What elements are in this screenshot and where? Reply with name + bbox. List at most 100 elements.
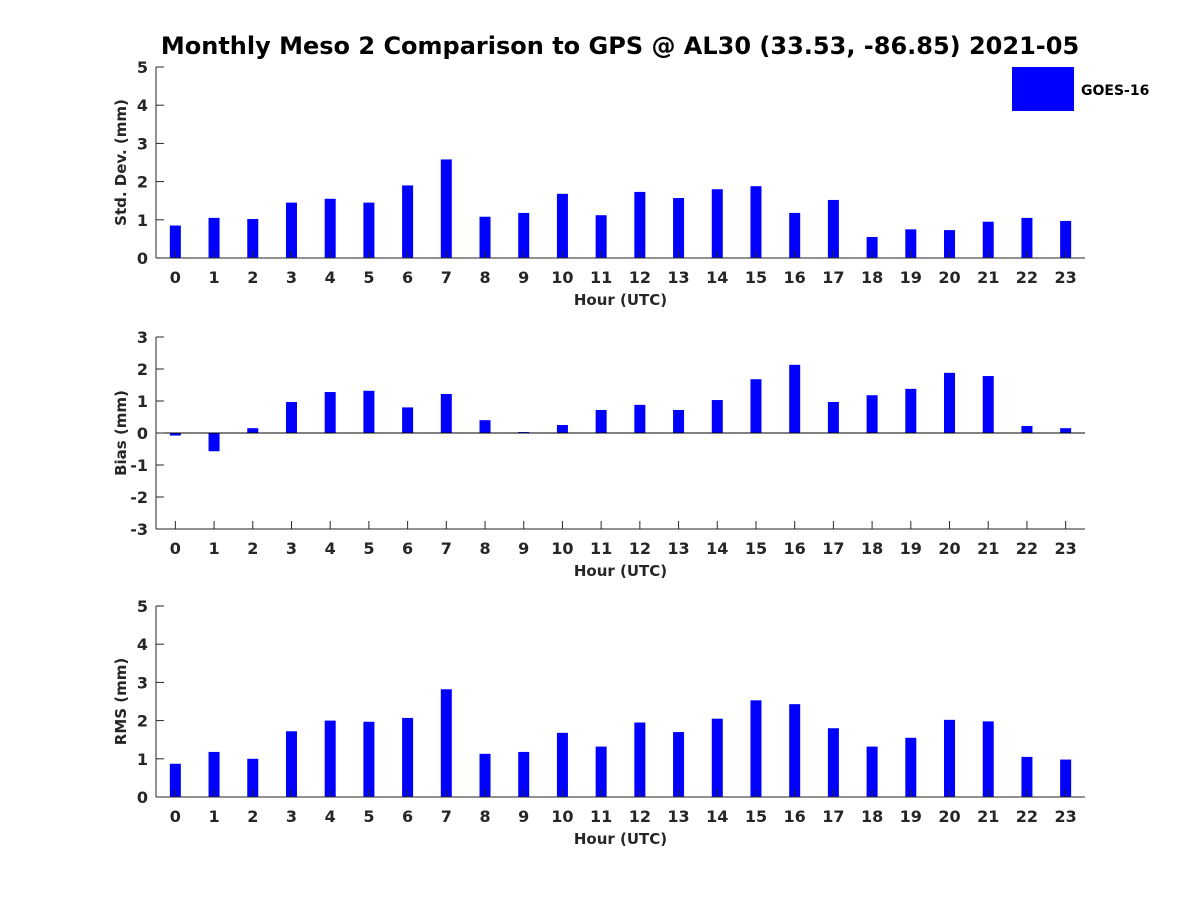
x-tick-label: 17: [822, 268, 844, 287]
bar: [363, 390, 375, 433]
bar: [285, 731, 297, 797]
x-tick-label: 5: [363, 807, 374, 826]
bar: [595, 215, 607, 258]
x-tick-label: 23: [1055, 268, 1077, 287]
y-tick-label: 1: [137, 211, 148, 230]
x-tick-label: 15: [745, 268, 767, 287]
x-tick-label: 3: [286, 539, 297, 558]
x-tick-label: 1: [208, 539, 219, 558]
bar: [750, 379, 762, 433]
bar: [944, 719, 956, 797]
bar: [363, 721, 375, 797]
bar: [247, 428, 259, 433]
x-tick-label: 6: [402, 807, 413, 826]
y-axis-label: Std. Dev. (mm): [112, 99, 130, 226]
y-tick-label: 0: [137, 249, 148, 268]
x-tick-label: 8: [479, 268, 490, 287]
bar: [402, 407, 414, 433]
x-tick-label: 14: [706, 539, 728, 558]
x-tick-label: 1: [208, 807, 219, 826]
x-tick-label: 14: [706, 807, 728, 826]
bar: [518, 212, 530, 258]
bar: [673, 198, 685, 258]
x-tick-label: 0: [170, 268, 181, 287]
x-tick-label: 18: [861, 268, 883, 287]
x-tick-label: 13: [667, 807, 689, 826]
bar: [1021, 756, 1033, 797]
bar: [556, 732, 568, 797]
x-tick-label: 22: [1016, 807, 1038, 826]
x-tick-label: 16: [784, 268, 806, 287]
bar: [711, 400, 723, 433]
x-tick-label: 8: [479, 807, 490, 826]
x-tick-label: 9: [518, 539, 529, 558]
y-tick-label: 1: [137, 750, 148, 769]
legend-label: GOES-16: [1081, 83, 1149, 99]
bar: [634, 404, 646, 433]
x-tick-label: 5: [363, 268, 374, 287]
bar: [634, 191, 646, 258]
x-tick-label: 7: [441, 807, 452, 826]
y-tick-label: 4: [137, 635, 148, 654]
bar: [750, 186, 762, 258]
y-tick-label: 4: [137, 96, 148, 115]
bar: [247, 758, 259, 797]
x-tick-label: 10: [551, 539, 573, 558]
bar: [518, 751, 530, 797]
x-tick-label: 5: [363, 539, 374, 558]
bar: [363, 202, 375, 258]
bar: [905, 737, 917, 797]
bar: [944, 230, 956, 258]
bar: [556, 425, 568, 433]
bar: [324, 720, 336, 797]
bar: [208, 751, 220, 797]
x-tick-label: 12: [629, 539, 651, 558]
bar: [1021, 217, 1033, 258]
bar: [595, 409, 607, 433]
y-tick-label: 0: [137, 788, 148, 807]
y-tick-label: -3: [130, 520, 148, 539]
x-tick-label: 0: [170, 539, 181, 558]
y-tick-label: 3: [137, 328, 148, 347]
x-tick-label: 19: [900, 539, 922, 558]
bar: [479, 420, 491, 433]
bar: [208, 433, 220, 452]
bar: [169, 225, 181, 258]
x-tick-label: 14: [706, 268, 728, 287]
bar: [711, 718, 723, 797]
x-tick-label: 15: [745, 807, 767, 826]
bar: [982, 376, 994, 433]
y-tick-label: -1: [130, 456, 148, 475]
x-tick-label: 17: [822, 539, 844, 558]
bar: [324, 392, 336, 433]
bar: [402, 185, 414, 258]
bar: [595, 746, 607, 797]
x-axis-label: Hour (UTC): [574, 291, 667, 309]
x-tick-label: 1: [208, 268, 219, 287]
x-tick-label: 23: [1055, 539, 1077, 558]
bar: [1060, 759, 1072, 797]
bar: [479, 216, 491, 258]
chart-title: Monthly Meso 2 Comparison to GPS @ AL30 …: [161, 32, 1079, 60]
x-tick-label: 11: [590, 539, 612, 558]
bar: [440, 393, 452, 433]
y-tick-label: 5: [137, 58, 148, 77]
x-tick-label: 4: [325, 539, 336, 558]
x-tick-label: 3: [286, 807, 297, 826]
legend: GOES-16: [1012, 67, 1149, 111]
bar: [285, 202, 297, 258]
x-tick-label: 4: [325, 268, 336, 287]
x-tick-label: 13: [667, 539, 689, 558]
x-tick-label: 9: [518, 807, 529, 826]
x-tick-label: 6: [402, 268, 413, 287]
bar: [673, 409, 685, 433]
x-tick-label: 11: [590, 807, 612, 826]
y-axis-label: Bias (mm): [112, 390, 130, 476]
bar: [905, 229, 917, 258]
bar: [479, 753, 491, 797]
bar: [440, 689, 452, 797]
x-tick-label: 23: [1055, 807, 1077, 826]
